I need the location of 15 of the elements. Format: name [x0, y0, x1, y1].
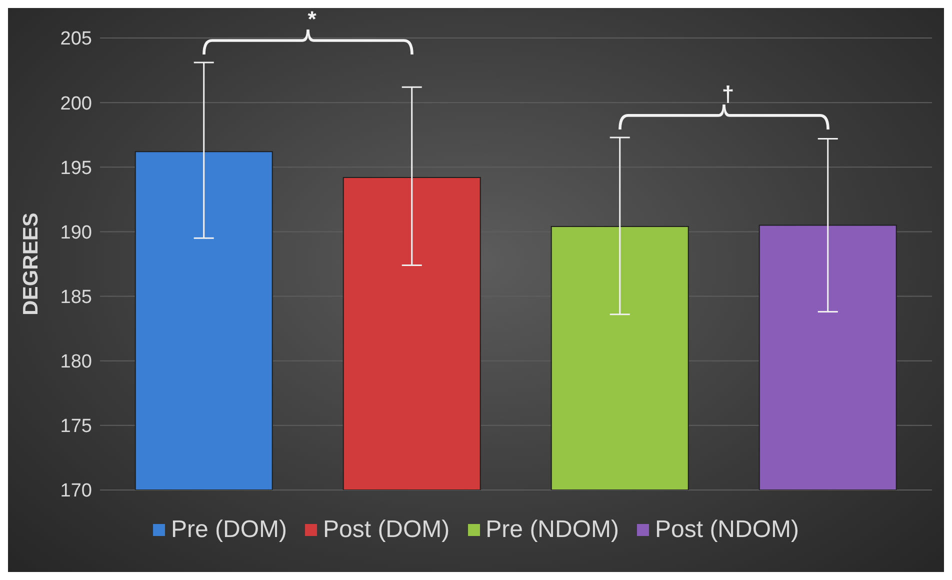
legend-label: Post (DOM): [323, 516, 450, 544]
y-tick-label: 195: [60, 158, 92, 179]
text: *: [308, 6, 317, 32]
legend-label: Post (NDOM): [655, 516, 799, 544]
y-tick-label: 190: [60, 222, 92, 244]
y-tick-label: 175: [60, 416, 92, 438]
legend-label: Pre (NDOM): [486, 516, 619, 544]
y-tick-label: 170: [60, 480, 92, 502]
y-axis-title: DEGREES: [19, 212, 42, 316]
y-tick-label: 180: [60, 352, 92, 373]
annotation: †: [722, 81, 734, 106]
y-tick-label: 205: [60, 28, 92, 50]
series-label: Pre (DOM): [171, 516, 287, 544]
y-tick-label: 200: [60, 93, 92, 114]
y-tick-label: 185: [60, 287, 92, 308]
